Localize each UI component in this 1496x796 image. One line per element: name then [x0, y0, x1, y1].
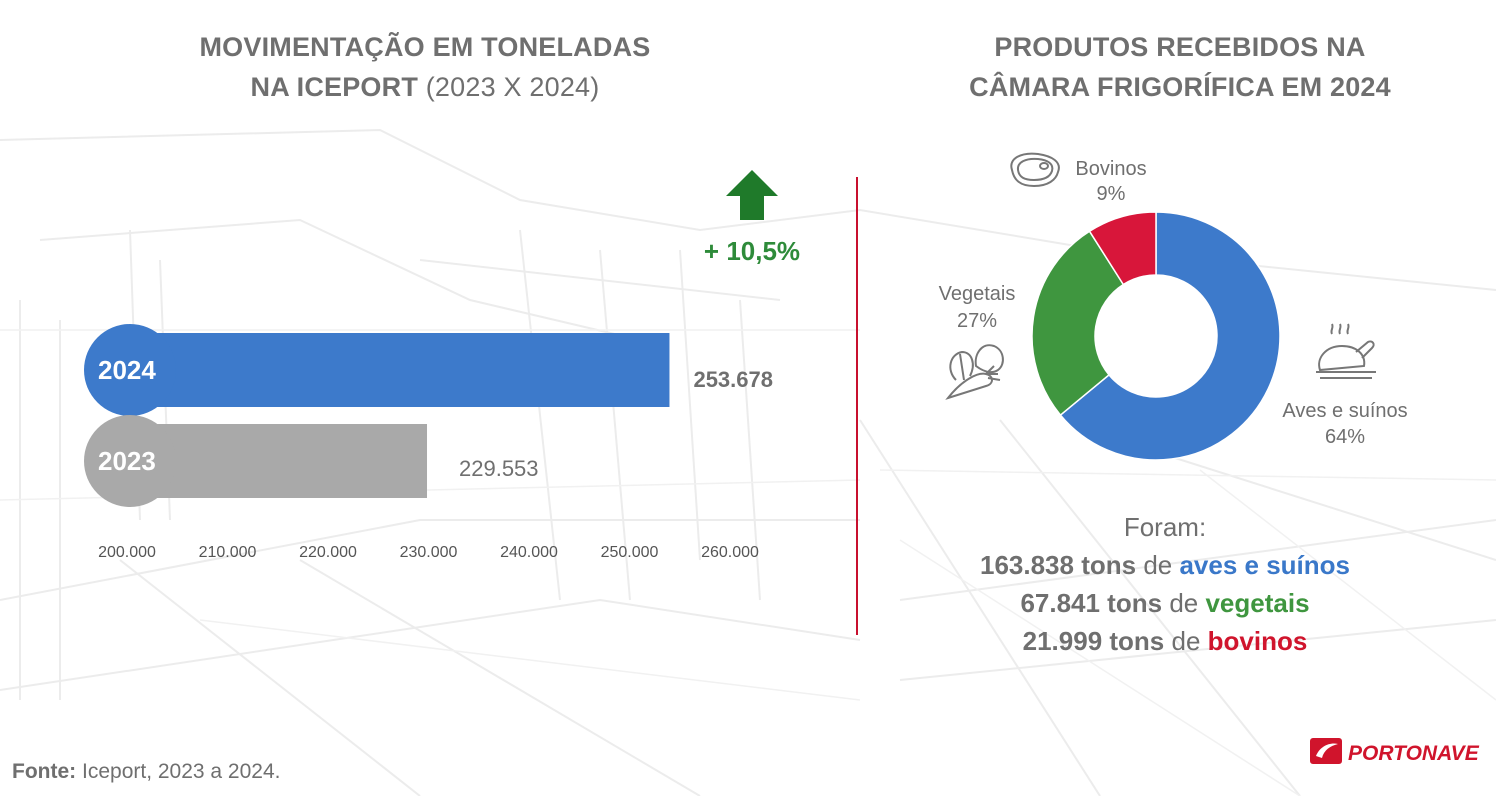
steak-icon: [1010, 152, 1060, 188]
source-note: Fonte: Iceport, 2023 a 2024.: [12, 760, 281, 784]
summary-row-aves: 163.838 tons de aves e suínos: [900, 546, 1430, 584]
donut-slice-vegetais: [1031, 230, 1125, 417]
summary-connector: de: [1169, 588, 1199, 618]
summary-product-bovinos: bovinos: [1207, 626, 1308, 656]
x-tick-label: 250.000: [601, 544, 659, 561]
donut-slice-bovinos: [1088, 211, 1157, 286]
x-tick-label: 210.000: [199, 544, 257, 561]
summary-amount-aves: 163.838 tons: [979, 550, 1137, 580]
roast-chicken-icon: [1316, 323, 1376, 379]
vegetables-icon: [945, 344, 1004, 400]
up-arrow-icon: [726, 170, 778, 220]
donut-label-bovinos: Bovinos: [1075, 158, 1146, 180]
bar-cap-2023: [84, 415, 176, 507]
right-chart-title: PRODUTOS RECEBIDOS NA CÂMARA FRIGORÍFICA…: [880, 27, 1480, 107]
donut-slice-aves: [1059, 211, 1281, 461]
donut-value-bovinos: 9%: [1097, 183, 1126, 205]
tonnage-bar-chart: 2024 253.678 2023 229.553 200.000 210.000 220…: [84, 170, 800, 561]
summary-connector: de: [1171, 626, 1201, 656]
bar-2024: [130, 333, 670, 407]
growth-percentage: + 10,5%: [704, 236, 800, 266]
x-tick-label: 230.000: [400, 544, 458, 561]
bars-layer: 2024 253.678 2023 229.553: [84, 324, 773, 507]
summary-row-bovinos: 21.999 tons de bovinos: [900, 622, 1430, 660]
summary-row-vegetais: 67.841 tons de vegetais: [900, 584, 1430, 622]
left-chart-title: MOVIMENTAÇÃO EM TONELADAS NA ICEPORT (20…: [110, 27, 740, 107]
bar-value-label-2024: 253.678: [693, 367, 773, 392]
donut-label-vegetais: Vegetais: [939, 283, 1016, 305]
logo-text: PORTONAVE: [1348, 742, 1480, 765]
left-title-line2-light: (2023 X 2024): [425, 72, 600, 102]
chart-divider: [856, 177, 858, 635]
summary-product-vegetais: vegetais: [1205, 588, 1310, 618]
source-text: Iceport, 2023 a 2024.: [82, 760, 281, 783]
summary-connector: de: [1143, 550, 1173, 580]
summary-intro: Foram:: [1123, 512, 1207, 542]
donut-value-vegetais: 27%: [957, 310, 997, 332]
donut-label-aves: Aves e suínos: [1282, 400, 1407, 422]
right-title-line1: PRODUTOS RECEBIDOS NA: [994, 32, 1366, 62]
donut-slices: [1031, 211, 1281, 461]
bar-value-label-2023: 229.553: [459, 456, 539, 481]
summary-product-aves: aves e suínos: [1179, 550, 1351, 580]
summary-amount-vegetais: 67.841 tons: [1020, 588, 1163, 618]
bar-cap-2024: [84, 324, 176, 416]
source-label: Fonte:: [12, 760, 77, 783]
left-title-line2-bold: NA ICEPORT: [250, 72, 419, 102]
bar-category-label-2024: 2024: [98, 355, 156, 385]
bar-2023: [130, 424, 428, 498]
x-tick-label: 240.000: [500, 544, 558, 561]
x-tick-label: 260.000: [701, 544, 759, 561]
products-donut-chart: Bovinos 9% Vegetais 27% Aves e suínos 64…: [939, 152, 1408, 461]
summary-block: Foram: 163.838 tons de aves e suínos 67.…: [900, 508, 1430, 660]
x-axis-ticks: 200.000 210.000 220.000 230.000 240.000 250.0…: [98, 544, 759, 561]
summary-amount-bovinos: 21.999 tons: [1022, 626, 1165, 656]
left-title-line1: MOVIMENTAÇÃO EM TONELADAS: [199, 32, 651, 62]
bar-category-label-2023: 2023: [98, 446, 156, 476]
donut-value-aves: 64%: [1325, 426, 1365, 448]
portonave-logo: PORTONAVE: [1310, 738, 1480, 765]
right-title-line2: CÂMARA FRIGORÍFICA EM 2024: [969, 72, 1391, 102]
portonave-logo-icon: [1310, 738, 1342, 764]
left-title-line2: NA ICEPORT (2023 X 2024): [110, 67, 740, 107]
x-tick-label: 220.000: [299, 544, 357, 561]
x-tick-label: 200.000: [98, 544, 156, 561]
